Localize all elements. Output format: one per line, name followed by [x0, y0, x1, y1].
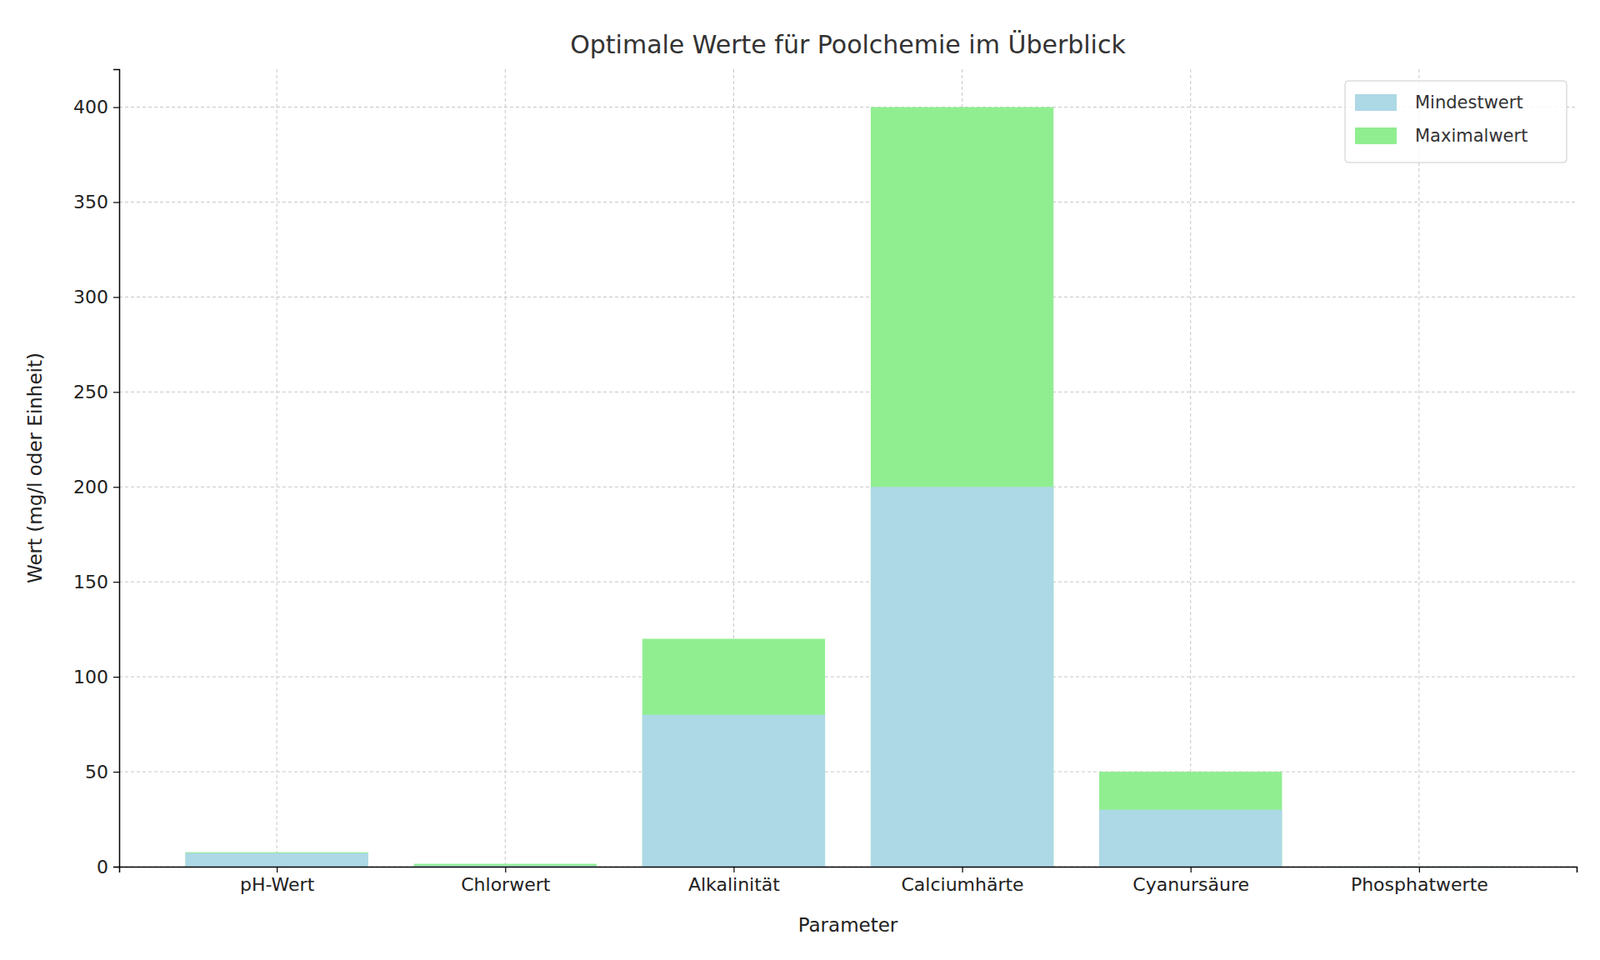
tick-mark [505, 866, 506, 873]
tick-mark [113, 106, 120, 108]
tick: Calciumhärte [900, 866, 1024, 895]
tick-label: 150 [73, 571, 109, 593]
tick-mark [113, 201, 120, 203]
tick-label: pH-Wert [240, 874, 315, 895]
tick-mark [113, 676, 120, 678]
tick-mark [1190, 866, 1192, 873]
legend-frame [1345, 80, 1567, 163]
grid-line [119, 771, 1577, 773]
tick: Chlorwert [460, 866, 550, 895]
bar [1099, 771, 1282, 867]
bar [642, 715, 825, 867]
tick-label: Phosphatwerte [1350, 874, 1489, 895]
grid-line [505, 69, 506, 867]
y-axis-title: Wert (mg/l oder Einheit) [24, 352, 46, 584]
bar [414, 864, 597, 867]
tick-mark [276, 866, 278, 873]
series [185, 486, 1283, 867]
grid-line [1190, 69, 1191, 867]
tick-label: 50 [85, 761, 109, 783]
tick: 400 [73, 96, 120, 118]
bar [185, 852, 369, 867]
tick: Cyanursäure [1132, 866, 1250, 895]
tick-mark [113, 771, 120, 773]
title: Optimale Werte für Poolchemie im Überbli… [570, 30, 1126, 60]
grid-line [119, 581, 1577, 583]
tick-label: Calciumhärte [900, 874, 1024, 895]
tick-label: 100 [73, 666, 109, 688]
plot: 0 50 100 150 200 250 300 350 400 pH-Wert Chlorwert… [73, 69, 1578, 895]
tick: Phosphatwerte [1350, 866, 1489, 895]
tick: 350 [73, 191, 120, 213]
grid-line [119, 391, 1577, 393]
tick: 100 [73, 666, 120, 688]
legend-item: Maximalwert [1355, 125, 1528, 146]
tick: 250 [73, 381, 120, 403]
legend-label: Maximalwert [1415, 125, 1528, 146]
y-axis: 0 50 100 150 200 250 300 350 400 [73, 70, 120, 878]
tick-mark [113, 391, 120, 393]
tick: Alkalinität [688, 866, 780, 895]
tick-label: Alkalinität [688, 874, 780, 895]
tick-label: 200 [73, 476, 109, 498]
bar [642, 639, 825, 867]
tick-label: 400 [73, 96, 109, 118]
grid-line [119, 201, 1577, 203]
tick-label: 250 [73, 381, 109, 403]
tick: 0 [96, 856, 120, 878]
tick-label: 0 [96, 856, 109, 878]
tick: 200 [73, 476, 120, 498]
tick-mark [113, 486, 120, 488]
bar [870, 486, 1054, 867]
tick-label: Cyanursäure [1132, 874, 1250, 895]
tick-mark [113, 866, 120, 868]
tick-mark [733, 866, 735, 873]
bar [870, 107, 1054, 867]
tick: 150 [73, 571, 120, 593]
grid-line [119, 296, 1577, 298]
x-axis: pH-Wert Chlorwert Alkalinität Calciumhärte C… [120, 866, 1578, 895]
axis-line [120, 867, 1578, 874]
tick-label: 350 [73, 191, 109, 213]
grid-line [276, 69, 278, 867]
bar [185, 853, 369, 867]
tick-label: 300 [73, 286, 109, 308]
tick-mark [961, 866, 963, 873]
bars [185, 107, 1511, 867]
legend-item: Mindestwert [1355, 92, 1524, 113]
chart: 0 50 100 150 200 250 300 350 400 pH-Wert Chlorwert… [0, 0, 1600, 960]
grid-line [119, 486, 1577, 488]
legend: Mindestwert Maximalwert [1345, 80, 1567, 163]
tick-mark [113, 581, 120, 583]
legend-label: Mindestwert [1415, 92, 1524, 113]
legend-swatch [1355, 127, 1397, 145]
tick-mark [113, 296, 120, 298]
tick: pH-Wert [240, 866, 315, 895]
legend-swatch [1355, 94, 1397, 111]
series [185, 107, 1511, 867]
grid-line [119, 676, 1577, 678]
x-axis-title: Parameter [798, 914, 899, 936]
bar [1099, 810, 1282, 867]
grid [119, 69, 1577, 867]
tick: 50 [85, 761, 120, 783]
grid-line [1418, 69, 1420, 867]
tick-label: Chlorwert [460, 874, 550, 895]
tick-mark [1419, 866, 1420, 873]
tick: 300 [73, 286, 120, 308]
axis-line [113, 70, 120, 868]
